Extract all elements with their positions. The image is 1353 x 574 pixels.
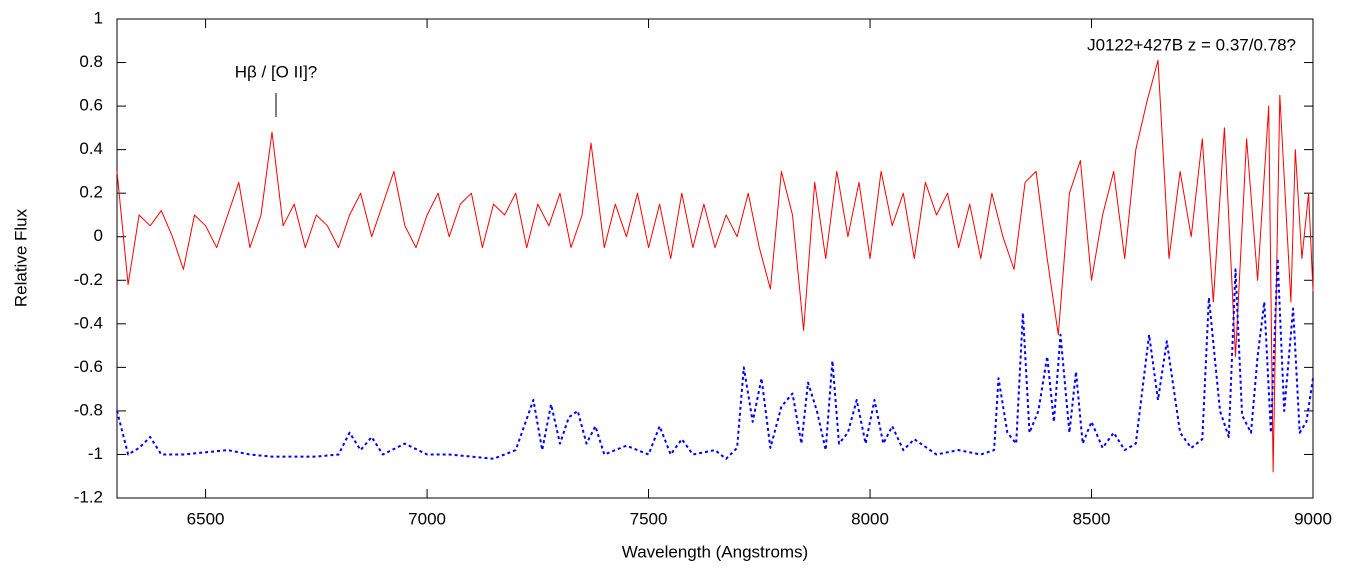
- x-tick-label: 7000: [408, 509, 446, 528]
- y-tick-label: 0.6: [79, 96, 103, 115]
- y-tick-label: 1: [94, 8, 103, 27]
- y-axis-label: Relative Flux: [11, 208, 30, 307]
- spectrum-line: [116, 59, 1314, 473]
- x-tick-label: 8000: [851, 509, 889, 528]
- x-tick-label: 9000: [1294, 509, 1332, 528]
- spectrum-line: [116, 257, 1314, 460]
- x-tick-label: 8500: [1073, 509, 1111, 528]
- y-tick-label: -0.8: [74, 400, 103, 419]
- y-tick-label: 0.8: [79, 52, 103, 71]
- annotation: Hβ / [O II]?: [235, 62, 318, 81]
- y-tick-label: 0.4: [79, 139, 103, 158]
- y-tick-label: -1: [88, 444, 103, 463]
- x-tick-label: 7500: [630, 509, 668, 528]
- plot-frame: [116, 18, 1314, 499]
- x-axis-label: Wavelength (Angstroms): [622, 542, 808, 561]
- y-tick-label: -1.2: [74, 487, 103, 506]
- annotation: J0122+427B z = 0.37/0.78?: [1087, 35, 1296, 54]
- y-tick-label: 0.2: [79, 183, 103, 202]
- y-tick-label: -0.2: [74, 270, 103, 289]
- y-tick-label: 0: [94, 226, 103, 245]
- y-tick-label: -0.6: [74, 357, 103, 376]
- x-tick-label: 6500: [187, 509, 225, 528]
- y-tick-label: -0.4: [74, 313, 103, 332]
